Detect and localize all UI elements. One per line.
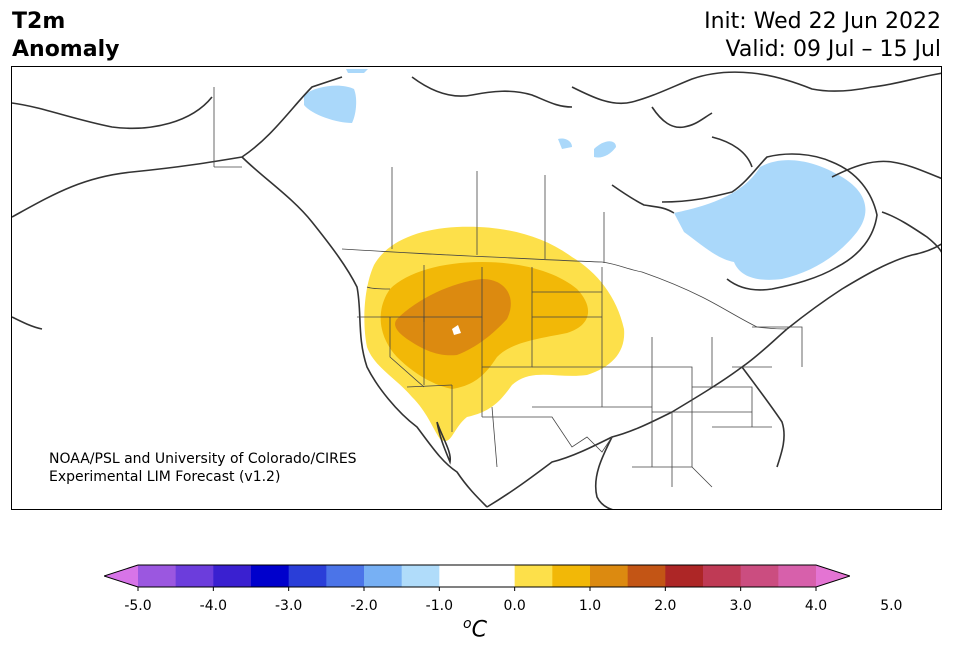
colorbar-segment [514,565,553,587]
variable-title: T2m [12,9,66,34]
colorbar-tick-label: 1.0 [578,598,602,614]
map-panel [11,66,942,510]
colorbar-tick-label: -2.0 [350,598,378,614]
unit-letter: C [471,617,487,643]
colorbar-segment [590,565,629,587]
colorbar-segment [251,565,290,587]
credit-text: NOAA/PSL and University of Colorado/CIRE… [49,450,357,486]
cool-anomaly-hudson-bay [674,160,866,280]
coastlines [12,71,941,509]
warm-anomaly-white-spot [452,325,461,335]
colorbar-segment [477,565,516,587]
colorbar-segment [778,565,817,587]
colorbar-tick-label: 2.0 [654,598,677,614]
political-borders [213,87,803,488]
colorbar-tick-label: 3.0 [729,598,752,614]
credit-line-1: NOAA/PSL and University of Colorado/CIRE… [49,451,357,467]
colorbar-tick-label: -5.0 [124,598,152,614]
colorbar-segment [288,565,327,587]
date-block: Init: Wed 22 Jun 2022 Valid: 09 Jul – 15… [704,8,941,64]
colorbar [104,564,850,591]
unit-degree-symbol: o [463,616,472,632]
colorbar-tick-label: 5.0 [880,598,903,614]
colorbar-extend-high [816,565,850,587]
colorbar-segment [439,565,478,587]
cool-anomaly-arctic-2 [346,69,368,73]
cool-anomaly-baffin-1 [558,138,572,149]
colorbar-unit: oC [463,616,487,642]
cool-anomaly-baffin-2 [594,141,616,158]
north-america-map [12,69,941,509]
colorbar-segment [213,565,252,587]
init-date: Init: Wed 22 Jun 2022 [704,9,941,34]
colorbar-segment [703,565,742,587]
valid-date: Valid: 09 Jul – 15 Jul [725,37,941,62]
colorbar-tick-label: 4.0 [804,598,828,614]
colorbar-segment [665,565,704,587]
colorbar-tick-label: -4.0 [199,598,227,614]
anomaly-title: Anomaly [12,37,120,62]
cool-anomaly-arctic-1 [304,85,357,123]
credit-line-2: Experimental LIM Forecast (v1.2) [49,469,281,485]
colorbar-segment [175,565,214,587]
colorbar-tick-label: -1.0 [425,598,453,614]
colorbar-extend-low [104,565,138,587]
anomaly-shading [304,69,866,441]
colorbar-segment [401,565,440,587]
colorbar-segment [364,565,403,587]
colorbar-segment [627,565,666,587]
colorbar-tick-label: 0.0 [503,598,526,614]
colorbar-tick-label: -3.0 [274,598,303,614]
colorbar-segment [552,565,591,587]
title-block: T2m Anomaly [12,8,119,64]
colorbar-segment [138,565,177,587]
colorbar-segment [326,565,365,587]
colorbar-segment [740,565,779,587]
